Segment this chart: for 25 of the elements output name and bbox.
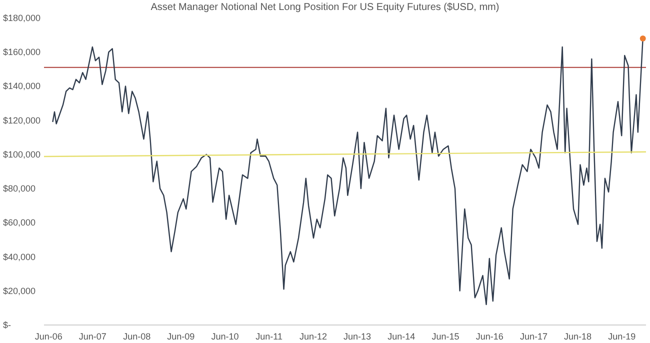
- x-tick-label: Jun-10: [211, 331, 239, 342]
- y-tick-label: $-: [3, 320, 12, 330]
- x-tick-label: Jun-06: [34, 331, 62, 342]
- x-tick-label: Jun-08: [123, 331, 151, 342]
- y-tick-label: $160,000: [3, 47, 41, 58]
- y-tick-label: $120,000: [3, 115, 41, 126]
- x-tick-label: Jun-16: [476, 331, 504, 342]
- y-tick-label: $20,000: [3, 286, 36, 296]
- y-tick-label: $60,000: [3, 218, 36, 228]
- y-tick-label: $180,000: [3, 13, 41, 23]
- y-tick-label: $140,000: [3, 81, 41, 92]
- x-tick-label: Jun-18: [564, 331, 592, 342]
- x-tick-label: Jun-11: [256, 331, 282, 342]
- y-tick-label: $100,000: [3, 149, 41, 160]
- x-tick-label: Jun-19: [608, 331, 636, 342]
- x-tick-label: Jun-12: [299, 331, 328, 342]
- y-tick-label: $80,000: [3, 184, 36, 194]
- x-tick-label: Jun-13: [344, 331, 372, 342]
- x-tick-label: Jun-17: [520, 331, 548, 342]
- chart-title: Asset Manager Notional Net Long Position For US Equity Futures ($USD, mm): [150, 2, 500, 13]
- x-tick-label: Jun-07: [78, 331, 106, 342]
- y-tick-label: $40,000: [3, 252, 36, 262]
- x-tick-label: Jun-14: [388, 331, 416, 342]
- x-tick-label: Jun-09: [167, 331, 195, 342]
- x-tick-label: Jun-15: [432, 331, 460, 342]
